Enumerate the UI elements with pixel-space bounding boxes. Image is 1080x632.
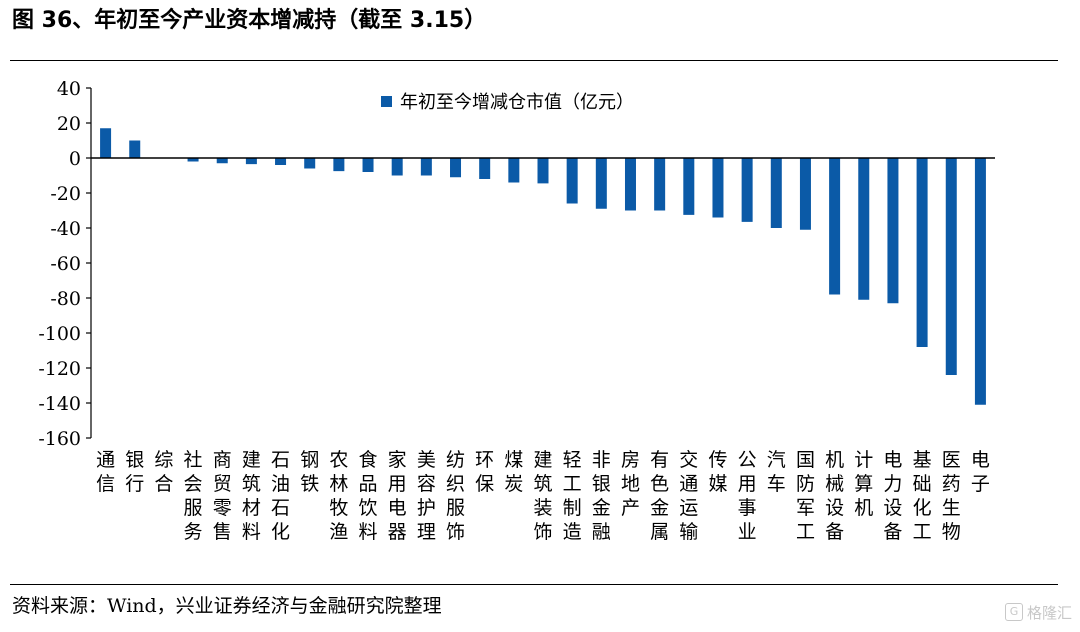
- bottom-rule: [10, 584, 1058, 585]
- y-tick-label: -140: [38, 393, 81, 415]
- y-tick-label: -20: [50, 183, 81, 205]
- bar-房地产: [624, 158, 636, 211]
- y-tick-label: -80: [50, 288, 81, 310]
- x-category-label: 石油石化: [271, 449, 290, 543]
- x-category-label: 国防军工: [796, 449, 815, 543]
- x-category-label: 环保: [475, 449, 494, 495]
- bar-环保: [479, 158, 491, 179]
- x-category-label: 交通运输: [679, 449, 698, 543]
- top-rule: [10, 60, 1058, 61]
- bar-建筑装饰: [537, 158, 549, 184]
- y-tick-label: -40: [50, 218, 81, 240]
- bar-通信: [100, 128, 112, 158]
- x-category-label: 计算机: [854, 449, 873, 519]
- x-category-label: 电子: [971, 449, 990, 495]
- bar-传媒: [712, 158, 724, 218]
- x-category-label: 非银金融: [592, 449, 611, 543]
- y-tick-label: -160: [38, 428, 81, 450]
- bar-家用电器: [391, 158, 403, 176]
- x-category-label: 食品饮料: [359, 449, 378, 543]
- watermark-text: 格隆汇: [1026, 603, 1072, 622]
- bar-电子: [974, 158, 986, 405]
- bar-商贸零售: [216, 158, 228, 164]
- x-category-label: 农林牧渔: [329, 449, 348, 543]
- x-category-label: 美容护理: [417, 449, 436, 543]
- bar-汽车: [770, 158, 782, 228]
- x-category-label: 建筑装饰: [533, 449, 552, 543]
- bar-非银金融: [595, 158, 607, 209]
- bar-美容护理: [420, 158, 432, 176]
- bar-轻工制造: [566, 158, 578, 204]
- y-tick-label: 0: [69, 148, 81, 170]
- bar-石油石化: [275, 158, 287, 165]
- watermark-logo-icon: G: [1004, 603, 1023, 621]
- bar-建筑材料: [245, 158, 257, 165]
- source-note: 资料来源：Wind，兴业证券经济与金融研究院整理: [12, 595, 442, 617]
- bar-基础化工: [916, 158, 928, 347]
- bar-煤炭: [508, 158, 520, 183]
- bar-农林牧渔: [333, 158, 345, 172]
- legend: 年初至今增减仓市值（亿元）: [381, 92, 634, 113]
- bar-公用事业: [741, 158, 753, 222]
- x-category-label: 有色金属: [650, 449, 669, 543]
- bar-交通运输: [683, 158, 695, 215]
- bar-社会服务: [187, 158, 199, 162]
- figure-title: 图 36、年初至今产业资本增减持（截至 3.15）: [12, 8, 487, 33]
- bars-layer: [100, 128, 986, 405]
- x-category-label: 电力设备: [883, 449, 902, 543]
- legend-swatch: [381, 96, 392, 107]
- labels-layer: 40 20 0 -20 -40 -60 -80 -100 -120 -140 -160 通信银行综合社…: [38, 78, 990, 543]
- watermark: G 格隆汇: [1004, 600, 1072, 624]
- y-tick-label: 40: [57, 78, 81, 100]
- x-category-label: 机械设备: [825, 449, 844, 543]
- x-category-label: 纺织服饰: [446, 449, 465, 543]
- y-tick-label: 20: [57, 113, 81, 135]
- x-category-label: 房地产: [621, 449, 640, 519]
- x-category-label: 商贸零售: [213, 449, 232, 543]
- x-category-label: 建筑材料: [242, 449, 261, 543]
- bar-钢铁: [304, 158, 316, 169]
- axes-layer: [86, 87, 995, 439]
- x-category-label: 公用事业: [738, 449, 757, 543]
- bar-计算机: [858, 158, 870, 300]
- x-category-label: 基础化工: [913, 449, 932, 543]
- y-tick-label: -60: [50, 253, 81, 275]
- bar-医药生物: [945, 158, 957, 375]
- x-category-label: 社会服务: [184, 449, 203, 543]
- y-tick-label: -120: [38, 358, 81, 380]
- x-category-label: 通信: [96, 449, 115, 495]
- bar-银行: [129, 140, 141, 158]
- x-category-label: 家用电器: [388, 449, 407, 543]
- bar-国防军工: [799, 158, 811, 230]
- x-category-label: 银行: [125, 449, 144, 495]
- bar-食品饮料: [362, 158, 374, 172]
- x-category-label: 医药生物: [942, 449, 961, 543]
- y-tick-label: -100: [38, 323, 81, 345]
- legend-label: 年初至今增减仓市值（亿元）: [400, 92, 634, 113]
- bar-机械设备: [829, 158, 841, 295]
- bar-电力设备: [887, 158, 899, 304]
- x-category-label: 煤炭: [504, 449, 523, 495]
- bar-有色金属: [654, 158, 666, 211]
- x-category-label: 综合: [154, 449, 173, 495]
- bar-纺织服饰: [450, 158, 462, 178]
- x-category-label: 汽车: [767, 449, 786, 495]
- x-category-label: 传媒: [708, 449, 727, 495]
- bar-chart: 40 20 0 -20 -40 -60 -80 -100 -120 -140 -160 通信银行综合社…: [38, 78, 995, 543]
- x-category-label: 钢铁: [300, 449, 319, 495]
- x-category-label: 轻工制造: [563, 449, 582, 543]
